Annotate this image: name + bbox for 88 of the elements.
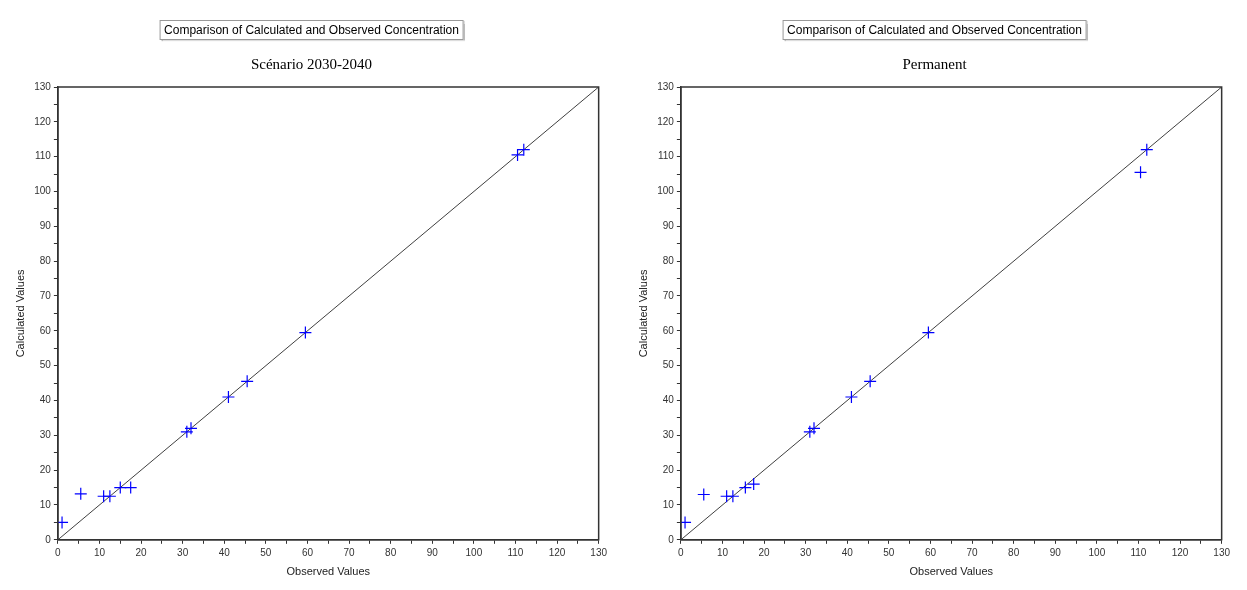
x-tick-label: 40 xyxy=(218,546,231,558)
y-tick-label: 130 xyxy=(34,80,52,92)
y-tick-label: 100 xyxy=(657,185,675,197)
y-tick-label: 70 xyxy=(39,289,52,301)
x-tick-label: 110 xyxy=(507,546,524,558)
point xyxy=(726,489,740,503)
x-tick-label: 130 xyxy=(1213,546,1231,558)
x-tick-label: 130 xyxy=(590,546,608,558)
point xyxy=(517,143,531,157)
x-tick-label: 90 xyxy=(426,546,439,558)
point xyxy=(113,480,127,495)
x-tick-label: 10 xyxy=(716,546,729,558)
x-tick-label: 120 xyxy=(548,546,566,558)
y-tick-label: 30 xyxy=(662,429,675,441)
chart-subtitle: Scénario 2030-2040 xyxy=(249,56,374,73)
chart-subtitle: Permanent xyxy=(901,56,968,73)
y-tick-label: 90 xyxy=(662,220,675,232)
point xyxy=(180,425,194,439)
x-tick-label: 60 xyxy=(924,546,937,558)
x-tick-label: 0 xyxy=(55,546,62,558)
y-tick-label: 110 xyxy=(34,150,52,162)
x-tick-label: 90 xyxy=(1049,546,1062,558)
y-tick-label: 40 xyxy=(39,394,52,406)
x-tick-label: 80 xyxy=(1008,546,1020,558)
y-tick-label: 50 xyxy=(662,359,675,371)
x-tick-label: 120 xyxy=(1171,546,1189,558)
point xyxy=(240,374,254,388)
x-tick-label: 100 xyxy=(465,546,483,558)
x-axis-title: Observed Values xyxy=(909,565,994,578)
y-tick-label: 20 xyxy=(662,463,675,475)
point xyxy=(863,374,877,388)
x-tick-label: 50 xyxy=(883,546,895,558)
x-tick-label: 20 xyxy=(135,546,148,558)
y-tick-label: 0 xyxy=(668,533,675,545)
x-tick-label: 30 xyxy=(177,546,189,558)
point xyxy=(1133,165,1148,179)
x-tick-label: 30 xyxy=(800,546,812,558)
x-tick-label: 20 xyxy=(758,546,771,558)
y-tick-label: 120 xyxy=(657,115,675,127)
point xyxy=(844,390,859,404)
x-tick-label: 70 xyxy=(343,546,356,558)
y-tick-label: 80 xyxy=(39,254,52,266)
point xyxy=(807,421,821,435)
point xyxy=(747,477,761,491)
point xyxy=(510,148,525,162)
point xyxy=(221,390,236,404)
y-tick-label: 70 xyxy=(662,289,675,301)
y-tick-label: 130 xyxy=(657,80,675,92)
x-tick-label: 0 xyxy=(678,546,685,558)
point xyxy=(184,421,198,435)
y-tick-label: 0 xyxy=(45,533,52,545)
point xyxy=(921,325,935,340)
y-tick-label: 40 xyxy=(662,394,675,406)
point xyxy=(738,480,752,495)
y-tick-label: 10 xyxy=(39,498,52,510)
point xyxy=(124,480,138,495)
point xyxy=(697,487,711,502)
point xyxy=(1140,143,1154,157)
y-axis-title: Calculated Values xyxy=(13,268,26,358)
y-tick-label: 60 xyxy=(662,324,675,336)
y-axis-title: Calculated Values xyxy=(636,268,649,358)
y-tick-label: 50 xyxy=(39,359,52,371)
point xyxy=(74,487,88,501)
y-tick-label: 120 xyxy=(34,115,52,127)
x-tick-label: 10 xyxy=(93,546,106,558)
point xyxy=(57,515,69,529)
y-tick-label: 20 xyxy=(39,463,52,475)
x-tick-label: 40 xyxy=(841,546,854,558)
x-tick-label: 100 xyxy=(1088,546,1106,558)
x-tick-label: 70 xyxy=(966,546,979,558)
chart-title: Comparison of Calculated and Observed Concentration xyxy=(159,20,464,40)
x-axis-title: Observed Values xyxy=(286,565,371,578)
point xyxy=(103,489,117,503)
y-tick-label: 90 xyxy=(39,220,52,232)
x-tick-label: 110 xyxy=(1130,546,1147,558)
chart-title: Comparison of Calculated and Observed Concentration xyxy=(782,20,1087,40)
y-tick-label: 60 xyxy=(39,324,52,336)
y-tick-label: 80 xyxy=(662,254,675,266)
point xyxy=(298,325,312,340)
y-tick-label: 30 xyxy=(39,429,52,441)
x-tick-label: 60 xyxy=(301,546,314,558)
point xyxy=(803,425,817,439)
y-tick-label: 10 xyxy=(662,498,675,510)
y-tick-label: 100 xyxy=(34,185,52,197)
point xyxy=(680,515,692,529)
x-tick-label: 80 xyxy=(385,546,397,558)
y-tick-label: 110 xyxy=(657,150,675,162)
x-tick-label: 50 xyxy=(260,546,272,558)
